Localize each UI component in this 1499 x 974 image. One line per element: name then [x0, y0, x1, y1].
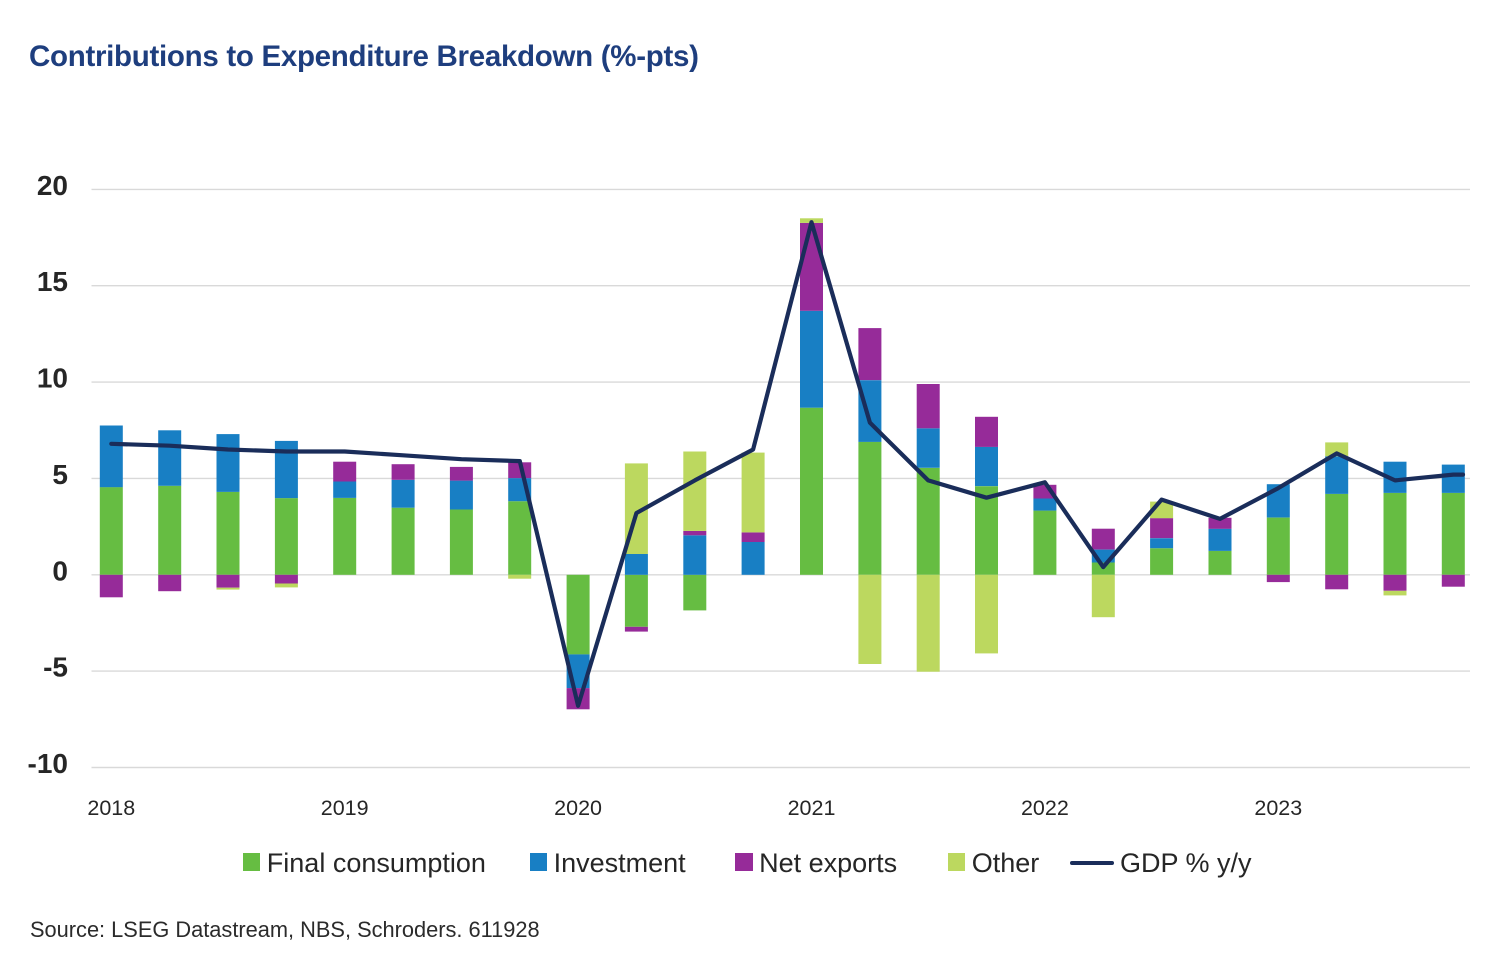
svg-text:-10: -10 [28, 748, 68, 779]
svg-text:15: 15 [37, 266, 68, 297]
svg-text:5: 5 [52, 459, 68, 490]
svg-text:2020: 2020 [554, 796, 602, 820]
svg-text:2021: 2021 [788, 796, 836, 820]
svg-text:2022: 2022 [1021, 796, 1069, 820]
svg-text:2019: 2019 [321, 796, 369, 820]
svg-text:10: 10 [37, 363, 68, 394]
svg-text:0: 0 [52, 555, 68, 586]
svg-text:2023: 2023 [1254, 796, 1302, 820]
svg-text:2018: 2018 [87, 796, 135, 820]
svg-text:-5: -5 [43, 652, 68, 683]
svg-text:20: 20 [37, 170, 68, 201]
